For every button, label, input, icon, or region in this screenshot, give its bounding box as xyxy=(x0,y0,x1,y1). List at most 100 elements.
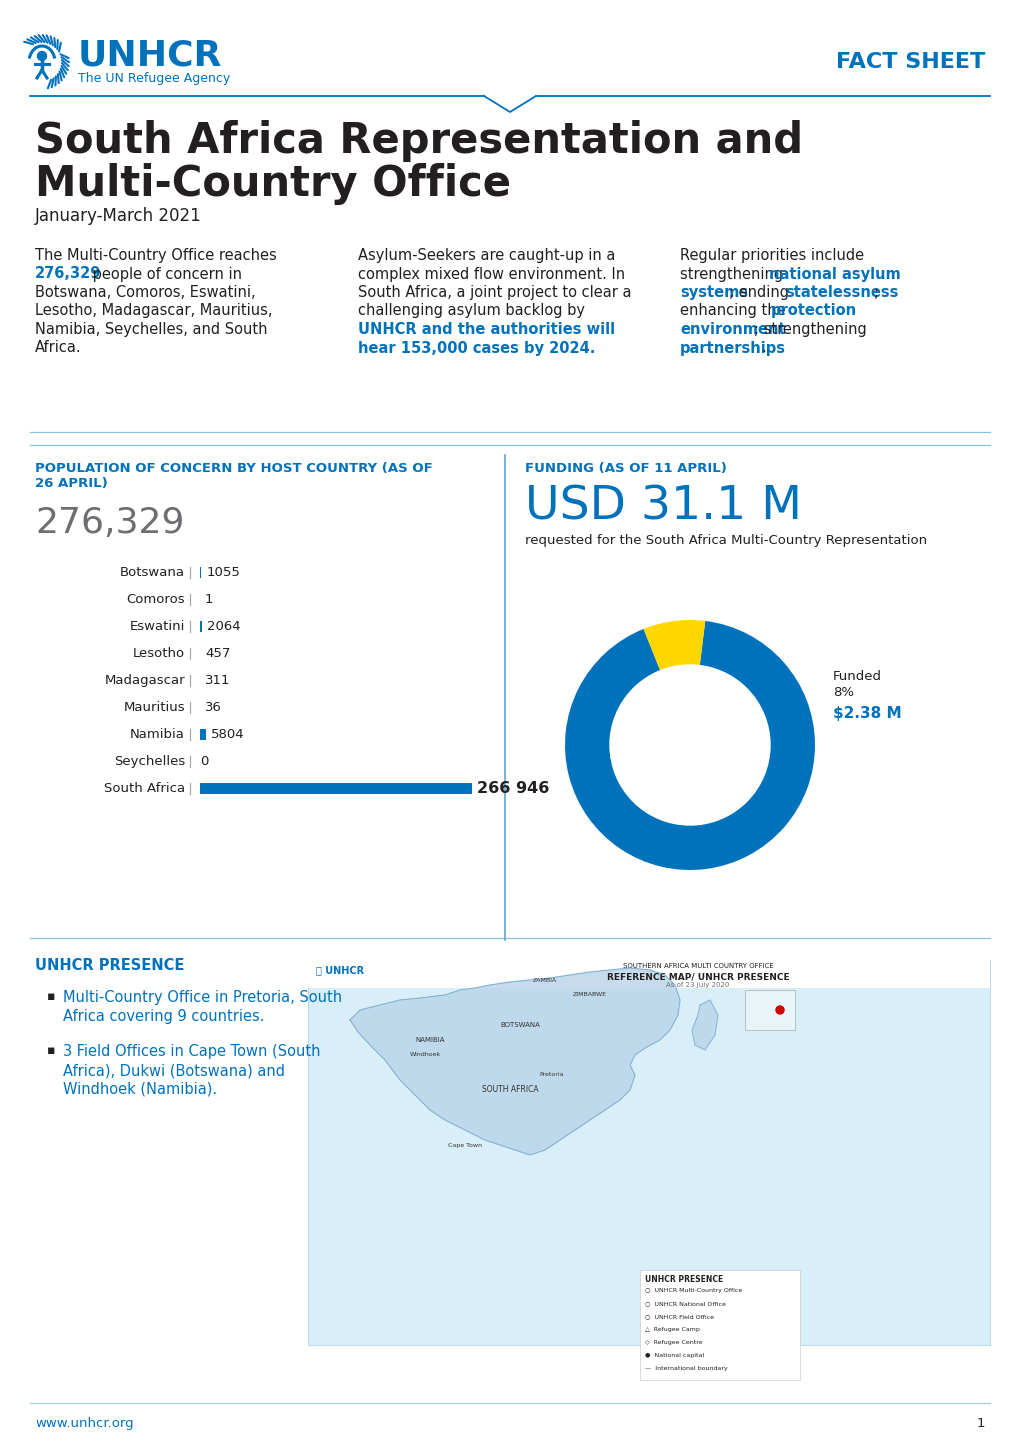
Text: Lesotho: Lesotho xyxy=(132,647,184,660)
Text: 266 946: 266 946 xyxy=(477,782,549,796)
Text: statelessness: statelessness xyxy=(785,286,898,300)
Text: NAMIBIA: NAMIBIA xyxy=(415,1037,444,1043)
Text: BOTSWANA: BOTSWANA xyxy=(499,1022,539,1028)
Text: strengthening: strengthening xyxy=(680,267,787,281)
Text: 0: 0 xyxy=(200,756,208,769)
Text: national asylum: national asylum xyxy=(768,267,900,281)
Text: REFERENCE MAP/ UNHCR PRESENCE: REFERENCE MAP/ UNHCR PRESENCE xyxy=(606,972,789,981)
Bar xyxy=(744,991,794,1030)
Text: ○  UNHCR National Office: ○ UNHCR National Office xyxy=(644,1301,726,1306)
Text: ●  National capital: ● National capital xyxy=(644,1353,703,1358)
Text: .: . xyxy=(760,340,765,356)
Text: environment: environment xyxy=(680,322,785,337)
Text: Africa covering 9 countries.: Africa covering 9 countries. xyxy=(63,1009,264,1024)
Text: SOUTH AFRICA: SOUTH AFRICA xyxy=(481,1086,538,1094)
Text: ; strengthening: ; strengthening xyxy=(753,322,866,337)
Text: 276,329: 276,329 xyxy=(35,506,184,539)
Text: January-March 2021: January-March 2021 xyxy=(35,208,202,225)
Text: FACT SHEET: FACT SHEET xyxy=(835,52,984,72)
Text: $28.72 M: $28.72 M xyxy=(641,746,738,764)
Text: △  Refugee Camp: △ Refugee Camp xyxy=(644,1327,699,1332)
Text: requested for the South Africa Multi-Country Representation: requested for the South Africa Multi-Cou… xyxy=(525,534,926,547)
Bar xyxy=(200,783,472,795)
Text: Windhoek: Windhoek xyxy=(409,1053,440,1057)
Text: FUNDING (AS OF 11 APRIL): FUNDING (AS OF 11 APRIL) xyxy=(525,461,727,474)
Text: USD 31.1 M: USD 31.1 M xyxy=(525,485,801,529)
Text: 1: 1 xyxy=(205,593,213,606)
Text: 311: 311 xyxy=(205,673,230,686)
Wedge shape xyxy=(565,622,814,870)
Text: www.unhcr.org: www.unhcr.org xyxy=(35,1417,133,1430)
Text: enhancing the: enhancing the xyxy=(680,303,790,319)
Text: UNHCR PRESENCE: UNHCR PRESENCE xyxy=(644,1275,722,1283)
Bar xyxy=(200,622,202,632)
Text: Botswana, Comoros, Eswatini,: Botswana, Comoros, Eswatini, xyxy=(35,286,256,300)
Text: As of 23 July 2020: As of 23 July 2020 xyxy=(665,982,729,988)
Bar xyxy=(200,567,201,578)
Text: $2.38 M: $2.38 M xyxy=(833,707,901,721)
Text: Multi-Country Office: Multi-Country Office xyxy=(35,163,511,205)
Text: Cape Town: Cape Town xyxy=(447,1142,482,1148)
Text: 3 Field Offices in Cape Town (South: 3 Field Offices in Cape Town (South xyxy=(63,1044,320,1058)
Text: Multi-Country Office in Pretoria, South: Multi-Country Office in Pretoria, South xyxy=(63,991,341,1005)
Text: 36: 36 xyxy=(205,701,222,714)
Text: South Africa: South Africa xyxy=(104,782,184,795)
Text: Pretoria: Pretoria xyxy=(539,1073,564,1077)
Text: Botswana: Botswana xyxy=(120,567,184,580)
Text: The UN Refugee Agency: The UN Refugee Agency xyxy=(77,72,230,85)
Text: Lesotho, Madagascar, Mauritius,: Lesotho, Madagascar, Mauritius, xyxy=(35,303,272,319)
Text: 5804: 5804 xyxy=(211,728,245,741)
Bar xyxy=(200,730,206,740)
Circle shape xyxy=(38,52,47,61)
Text: Gap 92%: Gap 92% xyxy=(651,721,728,737)
Text: protection: protection xyxy=(770,303,856,319)
Circle shape xyxy=(775,1007,784,1014)
Bar xyxy=(308,960,989,1345)
Text: ;: ; xyxy=(873,286,878,300)
Text: UNHCR and the authorities will: UNHCR and the authorities will xyxy=(358,322,614,337)
Text: ○  UNHCR Field Office: ○ UNHCR Field Office xyxy=(644,1314,713,1319)
Text: ZAMBIA: ZAMBIA xyxy=(532,978,556,982)
Text: South Africa Representation and: South Africa Representation and xyxy=(35,120,802,162)
Bar xyxy=(308,960,989,988)
Text: —  International boundary: — International boundary xyxy=(644,1366,727,1371)
Text: ◇  Refugee Centre: ◇ Refugee Centre xyxy=(644,1340,702,1345)
Text: partnerships: partnerships xyxy=(680,340,786,356)
Text: 2064: 2064 xyxy=(207,620,240,633)
Text: ▪: ▪ xyxy=(47,1044,55,1057)
Text: The Multi-Country Office reaches: The Multi-Country Office reaches xyxy=(35,248,276,262)
Text: systems: systems xyxy=(680,286,747,300)
Text: UNHCR: UNHCR xyxy=(77,37,222,72)
Text: ZIMBABWE: ZIMBABWE xyxy=(573,992,606,998)
Text: challenging asylum backlog by: challenging asylum backlog by xyxy=(358,303,585,319)
Text: Eswatini: Eswatini xyxy=(129,620,184,633)
Text: ▪: ▪ xyxy=(47,991,55,1004)
Text: UNHCR PRESENCE: UNHCR PRESENCE xyxy=(35,957,184,973)
Text: Windhoek (Namibia).: Windhoek (Namibia). xyxy=(63,1082,217,1097)
Text: Asylum-Seekers are caught-up in a: Asylum-Seekers are caught-up in a xyxy=(358,248,614,262)
Text: Africa.: Africa. xyxy=(35,340,82,356)
Text: 1: 1 xyxy=(975,1417,984,1430)
Text: Seychelles: Seychelles xyxy=(114,756,184,769)
Text: Funded: Funded xyxy=(833,671,881,684)
Text: 457: 457 xyxy=(205,647,230,660)
Bar xyxy=(639,1270,799,1380)
Text: ○  UNHCR Multi-Country Office: ○ UNHCR Multi-Country Office xyxy=(644,1288,742,1293)
Text: SOUTHERN AFRICA MULTI COUNTRY OFFICE: SOUTHERN AFRICA MULTI COUNTRY OFFICE xyxy=(622,963,772,969)
Text: Mauritius: Mauritius xyxy=(123,701,184,714)
Text: hear 153,000 cases by 2024.: hear 153,000 cases by 2024. xyxy=(358,340,595,356)
Text: 276,329: 276,329 xyxy=(35,267,101,281)
Polygon shape xyxy=(691,999,717,1050)
Text: Africa), Dukwi (Botswana) and: Africa), Dukwi (Botswana) and xyxy=(63,1063,284,1079)
Text: 26 APRIL): 26 APRIL) xyxy=(35,477,108,490)
Text: Namibia: Namibia xyxy=(130,728,184,741)
Text: ; ending: ; ending xyxy=(729,286,793,300)
Text: 8%: 8% xyxy=(833,686,853,699)
Text: complex mixed flow environment. In: complex mixed flow environment. In xyxy=(358,267,625,281)
Wedge shape xyxy=(643,620,704,671)
Text: Comoros: Comoros xyxy=(126,593,184,606)
Text: people of concern in: people of concern in xyxy=(88,267,242,281)
Text: Madagascar: Madagascar xyxy=(104,673,184,686)
Circle shape xyxy=(609,665,769,825)
Text: Namibia, Seychelles, and South: Namibia, Seychelles, and South xyxy=(35,322,267,337)
